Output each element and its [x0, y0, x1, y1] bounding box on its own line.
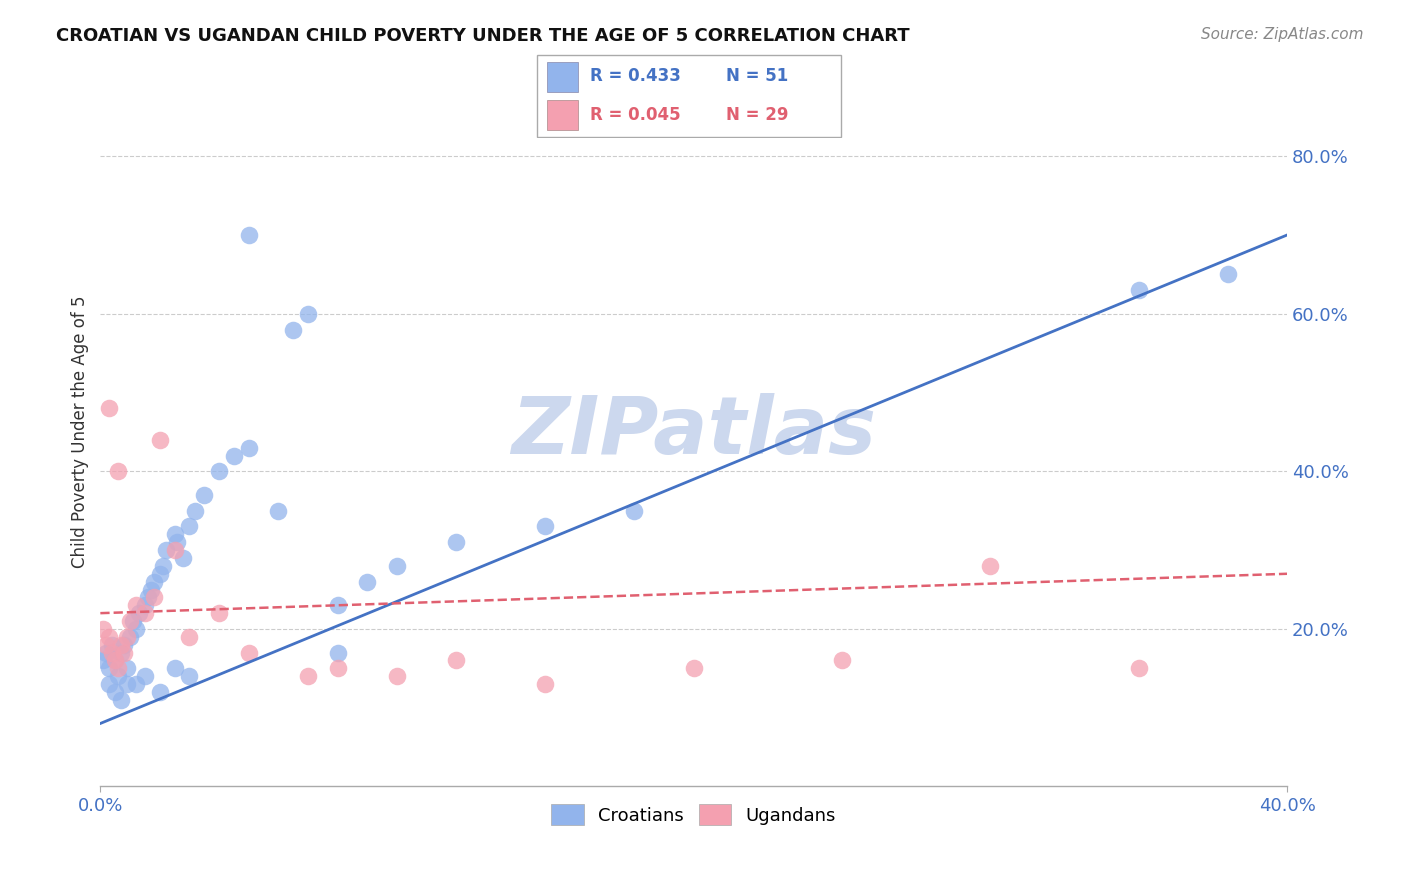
Point [163, 527, 186, 541]
Point [112, 638, 135, 652]
Text: N = 29: N = 29 [725, 105, 789, 123]
Point [267, 504, 290, 518]
Point [155, 543, 177, 558]
Point [118, 614, 141, 628]
Point [139, 582, 162, 597]
Point [238, 227, 260, 242]
Point [222, 449, 245, 463]
Point [134, 606, 156, 620]
Point [152, 558, 174, 573]
Point [979, 558, 1001, 573]
Point [163, 661, 186, 675]
Point [110, 646, 132, 660]
Point [96, 646, 118, 660]
Point [134, 599, 156, 613]
Point [297, 307, 319, 321]
Point [534, 677, 557, 691]
Point [115, 677, 138, 691]
Point [623, 504, 645, 518]
FancyBboxPatch shape [537, 55, 841, 136]
Point [104, 653, 127, 667]
Point [115, 630, 138, 644]
Point [238, 441, 260, 455]
Point [136, 591, 159, 605]
Point [104, 685, 127, 699]
Point [326, 599, 349, 613]
Point [98, 630, 121, 644]
Point [534, 519, 557, 533]
Point [326, 661, 349, 675]
Point [385, 669, 408, 683]
Point [179, 519, 201, 533]
Point [125, 622, 148, 636]
Text: CROATIAN VS UGANDAN CHILD POVERTY UNDER THE AGE OF 5 CORRELATION CHART: CROATIAN VS UGANDAN CHILD POVERTY UNDER … [56, 27, 910, 45]
Point [98, 661, 121, 675]
Point [283, 322, 305, 336]
Point [107, 464, 129, 478]
Point [149, 433, 172, 447]
Legend: Croatians, Ugandans: Croatians, Ugandans [543, 796, 845, 834]
Point [122, 614, 145, 628]
Point [110, 693, 132, 707]
FancyBboxPatch shape [547, 62, 578, 92]
Point [208, 464, 231, 478]
Point [112, 646, 135, 660]
Point [297, 669, 319, 683]
Point [172, 551, 194, 566]
Point [179, 669, 201, 683]
Point [101, 646, 124, 660]
Point [208, 606, 231, 620]
Text: N = 51: N = 51 [725, 68, 789, 86]
Point [385, 558, 408, 573]
Point [91, 622, 114, 636]
Point [1216, 268, 1239, 282]
Text: R = 0.433: R = 0.433 [591, 68, 681, 86]
Y-axis label: Child Poverty Under the Age of 5: Child Poverty Under the Age of 5 [72, 296, 89, 568]
FancyBboxPatch shape [547, 100, 578, 130]
Point [1128, 661, 1150, 675]
Point [184, 504, 207, 518]
Point [98, 677, 121, 691]
Point [96, 638, 118, 652]
Point [179, 630, 201, 644]
Point [115, 661, 138, 675]
Point [356, 574, 378, 589]
Point [134, 669, 156, 683]
Point [149, 685, 172, 699]
Point [98, 401, 121, 416]
Point [118, 630, 141, 644]
Point [110, 638, 132, 652]
Text: Source: ZipAtlas.com: Source: ZipAtlas.com [1201, 27, 1364, 42]
Point [125, 677, 148, 691]
Point [326, 646, 349, 660]
Point [101, 638, 124, 652]
Point [107, 661, 129, 675]
Point [446, 535, 468, 549]
Text: ZIPatlas: ZIPatlas [512, 393, 876, 471]
Point [831, 653, 853, 667]
Point [107, 669, 129, 683]
Point [125, 599, 148, 613]
Point [1128, 283, 1150, 297]
Point [682, 661, 704, 675]
Point [104, 653, 127, 667]
Point [193, 488, 215, 502]
Point [163, 543, 186, 558]
Point [91, 653, 114, 667]
Point [166, 535, 188, 549]
Point [128, 606, 150, 620]
Point [142, 591, 165, 605]
Point [238, 646, 260, 660]
Text: R = 0.045: R = 0.045 [591, 105, 681, 123]
Point [446, 653, 468, 667]
Point [149, 566, 172, 581]
Point [142, 574, 165, 589]
